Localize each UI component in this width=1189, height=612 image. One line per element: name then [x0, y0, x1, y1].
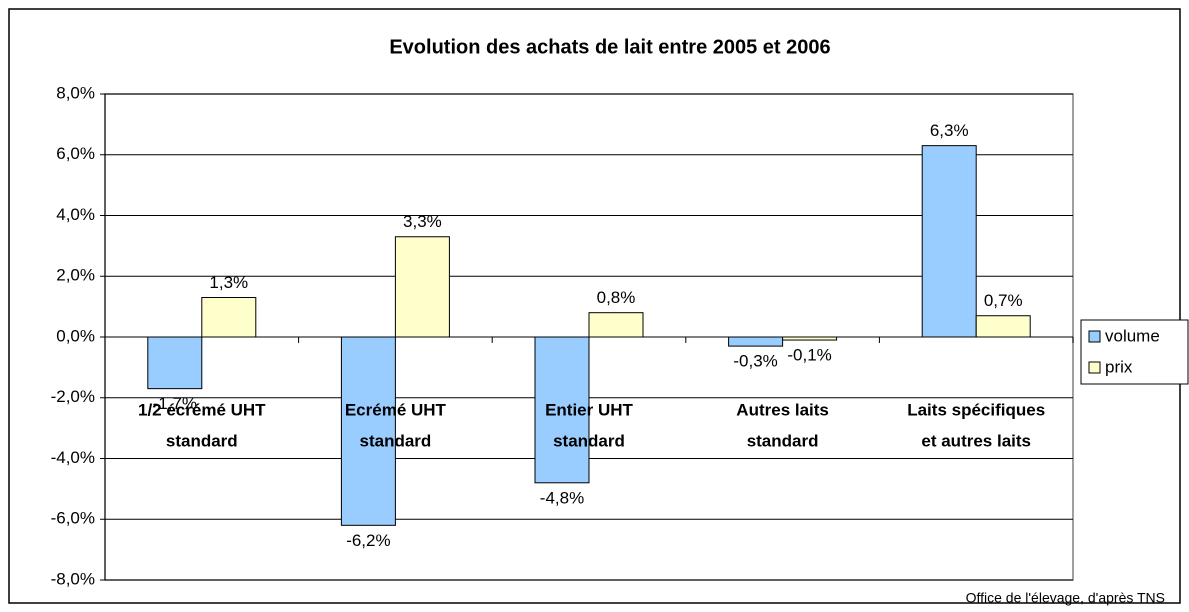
data-label: -1,7%: [153, 394, 197, 413]
data-label: 0,7%: [984, 291, 1023, 310]
legend-label: volume: [1105, 326, 1160, 345]
x-tick-label: et autres laits: [921, 431, 1031, 450]
x-tick-label: Ecrémé UHT: [345, 400, 447, 419]
y-tick-label: 8,0%: [56, 83, 95, 102]
data-label: -6,2%: [346, 531, 390, 550]
bar: [147, 336, 203, 390]
bar: [201, 297, 257, 338]
data-label: 3,3%: [403, 212, 442, 231]
data-label: -0,1%: [787, 346, 831, 365]
bar: [921, 145, 977, 338]
x-tick-label: standard: [360, 431, 432, 450]
legend-swatch: [1088, 330, 1101, 343]
x-tick-label: Entier UHT: [545, 400, 633, 419]
y-tick-label: -8,0%: [51, 569, 95, 588]
y-tick-label: -6,0%: [51, 509, 95, 528]
source-note: Office de l'élevage, d'après TNS: [966, 590, 1165, 606]
y-tick-label: -2,0%: [51, 387, 95, 406]
x-tick-label: standard: [553, 431, 625, 450]
data-label: -4,8%: [540, 488, 584, 507]
data-label: 6,3%: [930, 121, 969, 140]
bar: [975, 315, 1031, 338]
x-tick-label: Laits spécifiques: [907, 400, 1045, 419]
y-tick-label: 4,0%: [56, 205, 95, 224]
x-tick-label: Autres laits: [736, 400, 829, 419]
y-tick-label: 0,0%: [56, 326, 95, 345]
bar: [534, 336, 590, 484]
data-label: 0,8%: [597, 288, 636, 307]
y-tick-label: 6,0%: [56, 144, 95, 163]
data-label: -0,3%: [733, 352, 777, 371]
x-tick-label: standard: [747, 431, 819, 450]
x-tick-label: 1/2 écrémé UHT: [138, 400, 266, 419]
x-tick-label: standard: [166, 431, 238, 450]
legend-swatch: [1088, 361, 1101, 374]
bar: [728, 336, 784, 347]
bar: [394, 236, 450, 338]
legend-label: prix: [1105, 357, 1133, 376]
chart-title: Evolution des achats de lait entre 2005 …: [389, 36, 830, 58]
y-tick-label: 2,0%: [56, 266, 95, 285]
data-label: 1,3%: [209, 273, 248, 292]
bar: [588, 312, 644, 338]
y-tick-label: -4,0%: [51, 448, 95, 467]
bar: [340, 336, 396, 526]
